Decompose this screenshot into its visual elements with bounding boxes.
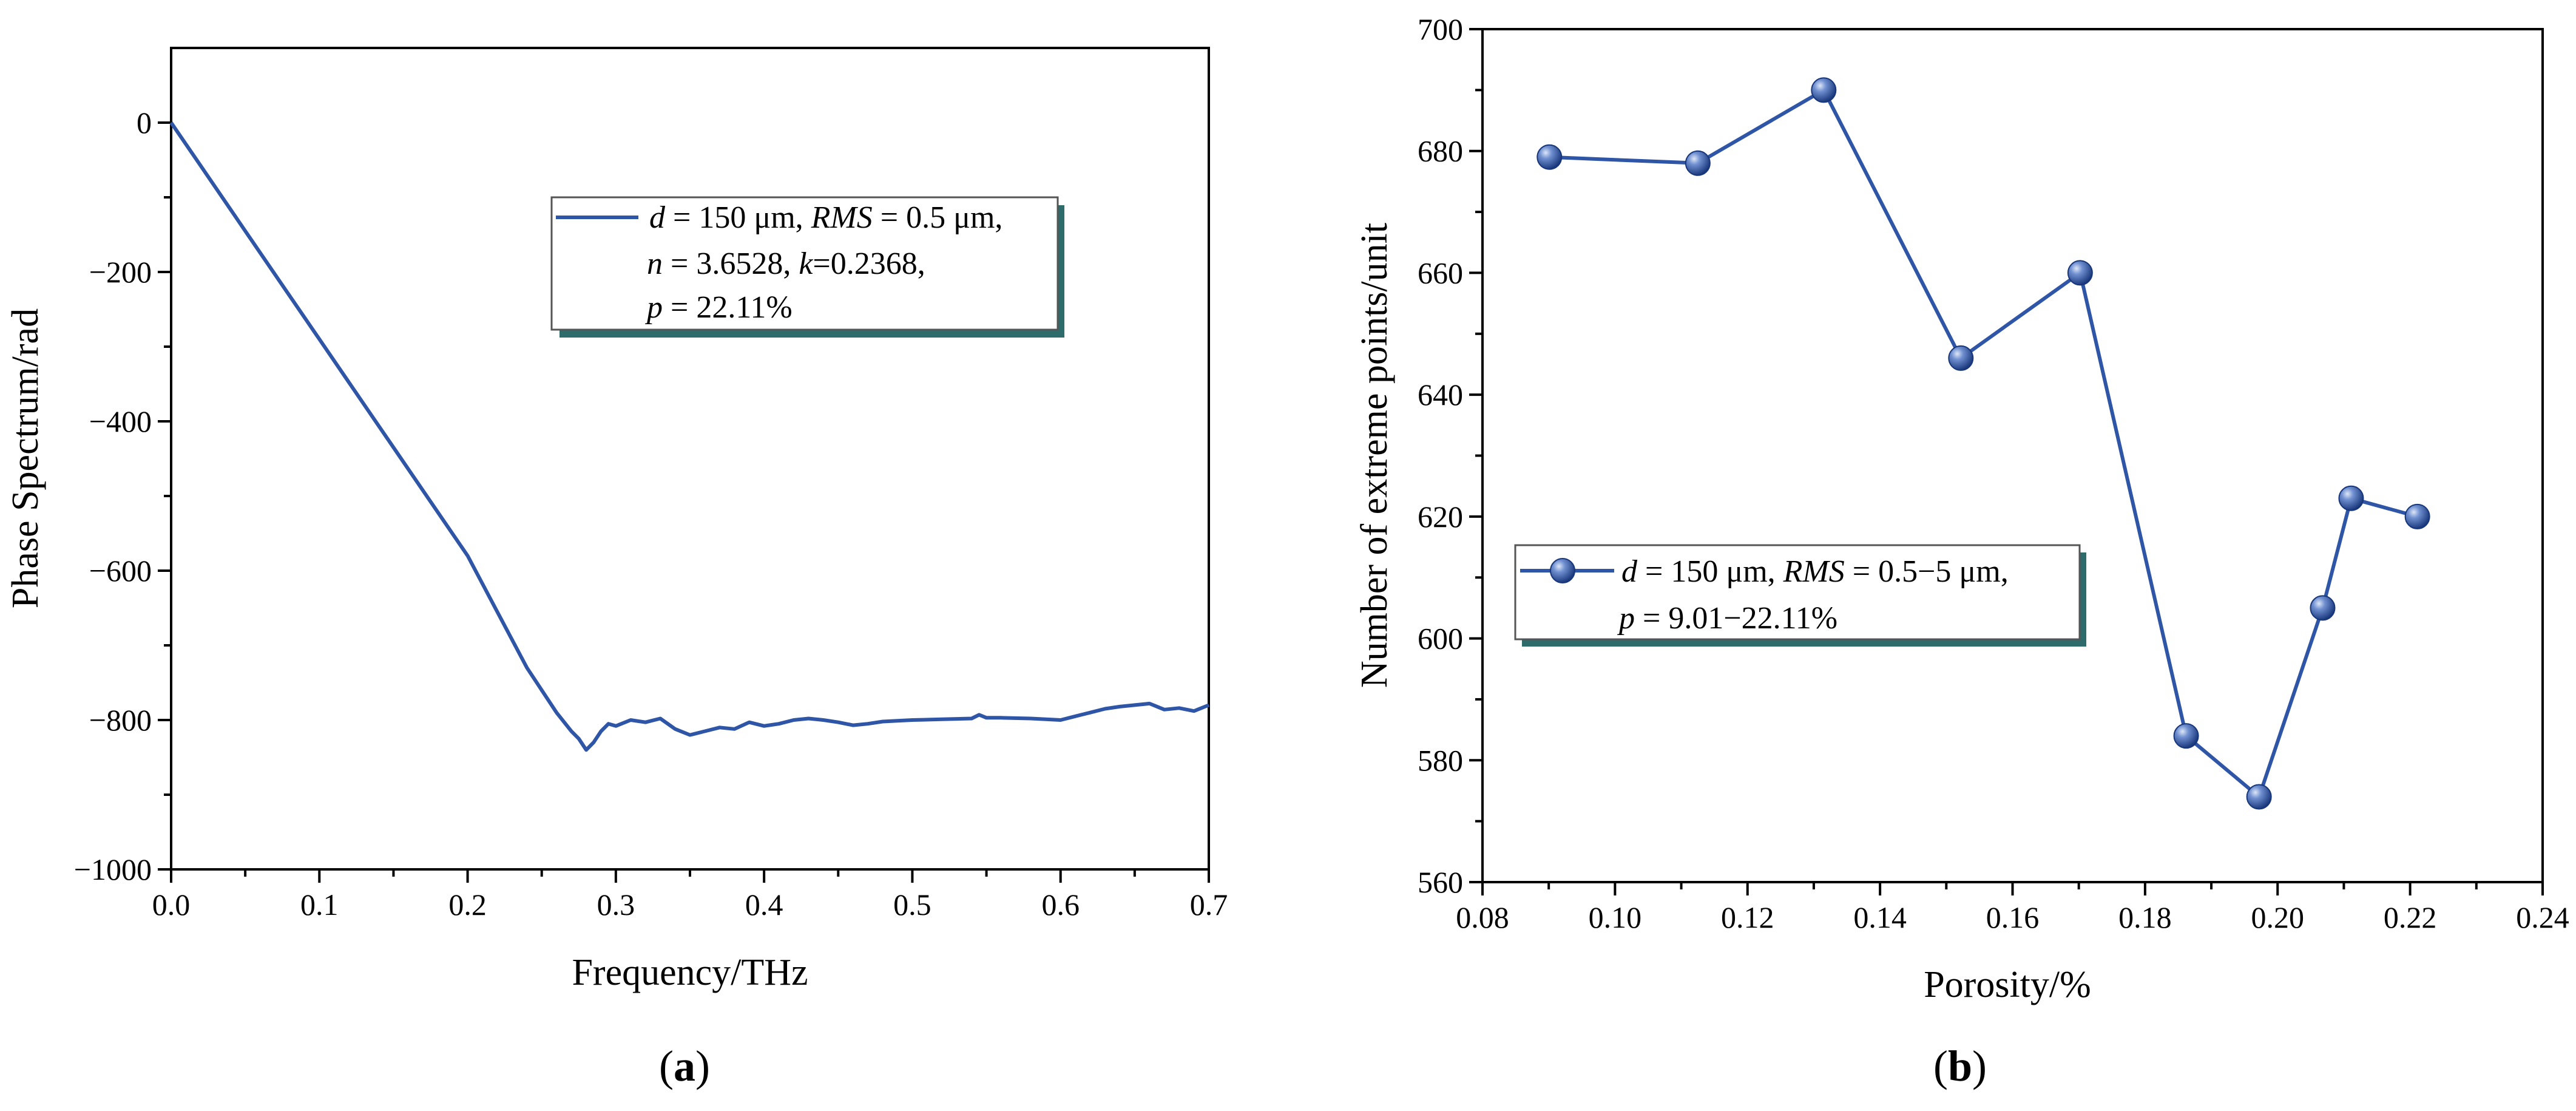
plot-frame-b [1481,28,2544,883]
data-point-b-4 [2067,260,2093,286]
legend-a-line-1: d = 150 μm, RMS = 0.5 μm, [649,200,1002,235]
legend-a: d = 150 μm, RMS = 0.5 μm, n = 3.6528, k=… [550,196,1064,338]
x-tick-label-a-7: 0.7 [1190,888,1228,922]
a-y-axis-ticks: 0 −200 −400 −600 −800 −1000 [74,106,171,886]
y-tick-label-a-5: −1000 [74,852,152,886]
y-tick-label-a-0: 0 [137,106,152,140]
x-tick-label-b-4: 0.16 [1986,900,2040,934]
panel-a: 0.0 0.1 0.2 0.3 0.4 0.5 0.6 0.7 0 −200 −400 −600 −8… [5,47,1228,1090]
y-tick-label-a-2: −400 [89,404,152,438]
caption-b: (b) [1933,1042,1987,1090]
plot-frame-a [170,47,1210,871]
x-tick-label-a-5: 0.5 [893,888,931,922]
x-tick-label-b-1: 0.10 [1589,900,1642,934]
legend-a-line-3: p = 22.11% [644,290,793,325]
y-tick-label-b-7: 700 [1418,12,1463,46]
b-x-axis-label: Porosity/% [1924,964,2091,1005]
x-tick-label-a-0: 0.0 [152,888,191,922]
caption-a: (a) [659,1042,710,1090]
x-tick-label-a-1: 0.1 [300,888,339,922]
x-tick-label-b-2: 0.12 [1721,900,1774,934]
b-y-axis-label: Number of extreme points/unit [1354,223,1395,688]
data-point-b-7 [2310,595,2336,621]
data-point-b-0 [1536,144,1563,170]
a-y-axis-label: Phase Spectrum/rad [5,308,46,608]
x-tick-label-a-3: 0.3 [597,888,635,922]
y-tick-label-b-4: 640 [1418,378,1463,412]
x-tick-label-b-8: 0.24 [2516,900,2569,934]
y-tick-label-b-0: 560 [1418,865,1463,899]
series-line-a-0 [169,121,1210,752]
b-x-axis-ticks: 0.08 0.10 0.12 0.14 0.16 0.18 0.20 0.22 0.24 [1456,882,2569,934]
y-tick-label-b-5: 660 [1418,256,1463,290]
x-tick-label-b-0: 0.08 [1456,900,1509,934]
b-series-group [1536,77,2430,810]
legend-a-line-2: n = 3.6528, k=0.2368, [647,246,925,281]
b-y-axis-ticks: 560 580 600 620 640 660 680 700 [1418,12,1482,899]
data-point-b-2 [1811,77,1837,103]
legend-b-line-1: d = 150 μm, RMS = 0.5−5 μm, [1621,554,2009,589]
data-point-b-8 [2338,485,2364,511]
x-tick-label-a-2: 0.2 [448,888,487,922]
a-x-axis-ticks: 0.0 0.1 0.2 0.3 0.4 0.5 0.6 0.7 [152,869,1228,922]
x-tick-label-b-7: 0.22 [2384,900,2437,934]
legend-b-box [1514,544,2081,640]
a-x-axis-label: Frequency/THz [572,952,808,993]
y-tick-label-b-6: 680 [1418,134,1463,168]
data-point-b-6 [2246,784,2272,810]
data-point-b-5 [2173,723,2199,749]
legend-b-line-2: p = 9.01−22.11% [1617,601,1837,636]
panel-b: 0.08 0.10 0.12 0.14 0.16 0.18 0.20 0.22 0.24 560… [1354,12,2569,1090]
x-tick-label-b-3: 0.14 [1853,900,1907,934]
y-tick-label-a-3: −600 [89,554,152,588]
y-tick-label-b-3: 620 [1418,500,1463,534]
data-point-b-9 [2404,503,2430,529]
y-tick-label-a-1: −200 [89,255,152,289]
data-point-b-1 [1685,150,1711,176]
x-tick-label-b-5: 0.18 [2118,900,2172,934]
legend-b: d = 150 μm, RMS = 0.5−5 μm, p = 9.01−22.… [1514,544,2086,647]
x-tick-label-a-4: 0.4 [745,888,783,922]
a-series-group [169,121,1210,752]
x-tick-label-b-6: 0.20 [2251,900,2305,934]
x-tick-label-a-6: 0.6 [1041,888,1080,922]
y-tick-label-b-2: 600 [1418,622,1463,656]
legend-b-marker [1550,558,1575,583]
y-tick-label-b-1: 580 [1418,743,1463,777]
data-point-b-3 [1948,345,1974,371]
y-tick-label-a-4: −800 [89,703,152,737]
series-line-b-0 [1549,88,2418,799]
legend-a-box [550,196,1059,331]
